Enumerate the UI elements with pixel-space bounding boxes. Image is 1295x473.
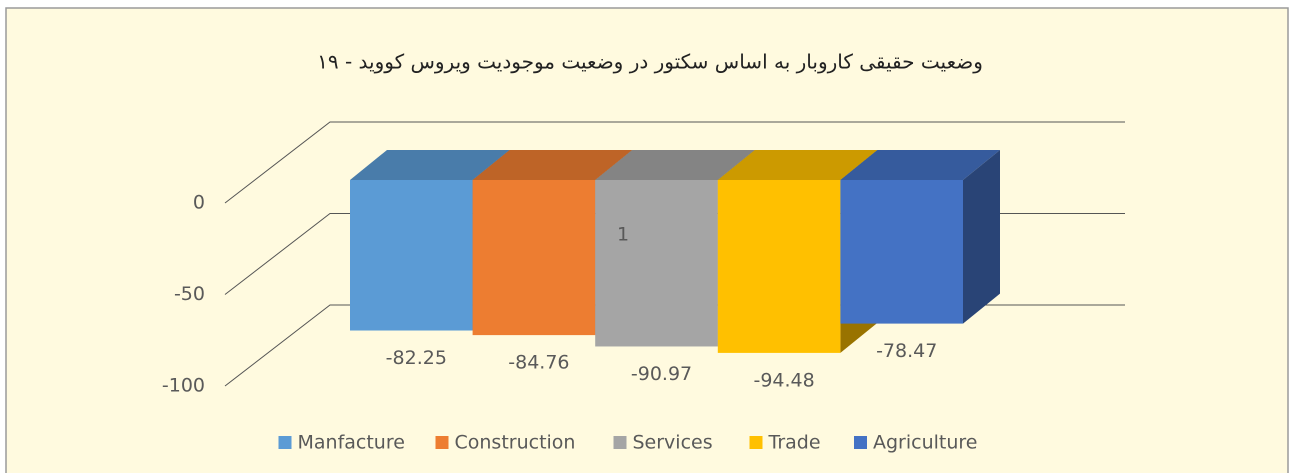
y-tick-label: -100 xyxy=(162,375,205,397)
data-label: -82.25 xyxy=(386,347,447,369)
y-tick-label: -50 xyxy=(174,283,205,305)
legend-label: Services xyxy=(633,432,713,454)
bar-side xyxy=(963,150,1000,324)
bar-top xyxy=(472,150,633,180)
chart-title: وضعیت حقیقی کاروبار به اساس سکتور در وضع… xyxy=(317,50,983,74)
bar-top xyxy=(350,150,510,180)
bar-top xyxy=(717,150,878,180)
legend-swatch xyxy=(749,436,763,449)
data-label: -90.97 xyxy=(631,363,692,385)
legend-label: Trade xyxy=(768,432,821,454)
data-label: -84.76 xyxy=(508,352,569,374)
legend-label: Manfacture xyxy=(298,432,405,454)
grid-line xyxy=(224,121,1125,204)
legend-swatch xyxy=(854,436,867,449)
data-label: -94.48 xyxy=(753,369,814,391)
legend-swatch xyxy=(613,436,627,449)
y-tick-label: 0 xyxy=(193,192,205,214)
bar xyxy=(350,180,473,331)
data-label: -78.47 xyxy=(876,340,937,362)
bar xyxy=(595,180,718,347)
bar xyxy=(472,180,596,336)
legend-swatch xyxy=(278,436,292,449)
legend-label: Construction xyxy=(455,432,576,454)
bar-top xyxy=(840,150,1000,180)
legend-label: Agriculture xyxy=(873,432,978,454)
x-tick-label: 1 xyxy=(617,224,629,246)
bar xyxy=(840,180,963,324)
legend-swatch xyxy=(435,436,449,449)
bar-top xyxy=(595,150,755,180)
bar xyxy=(717,180,841,353)
